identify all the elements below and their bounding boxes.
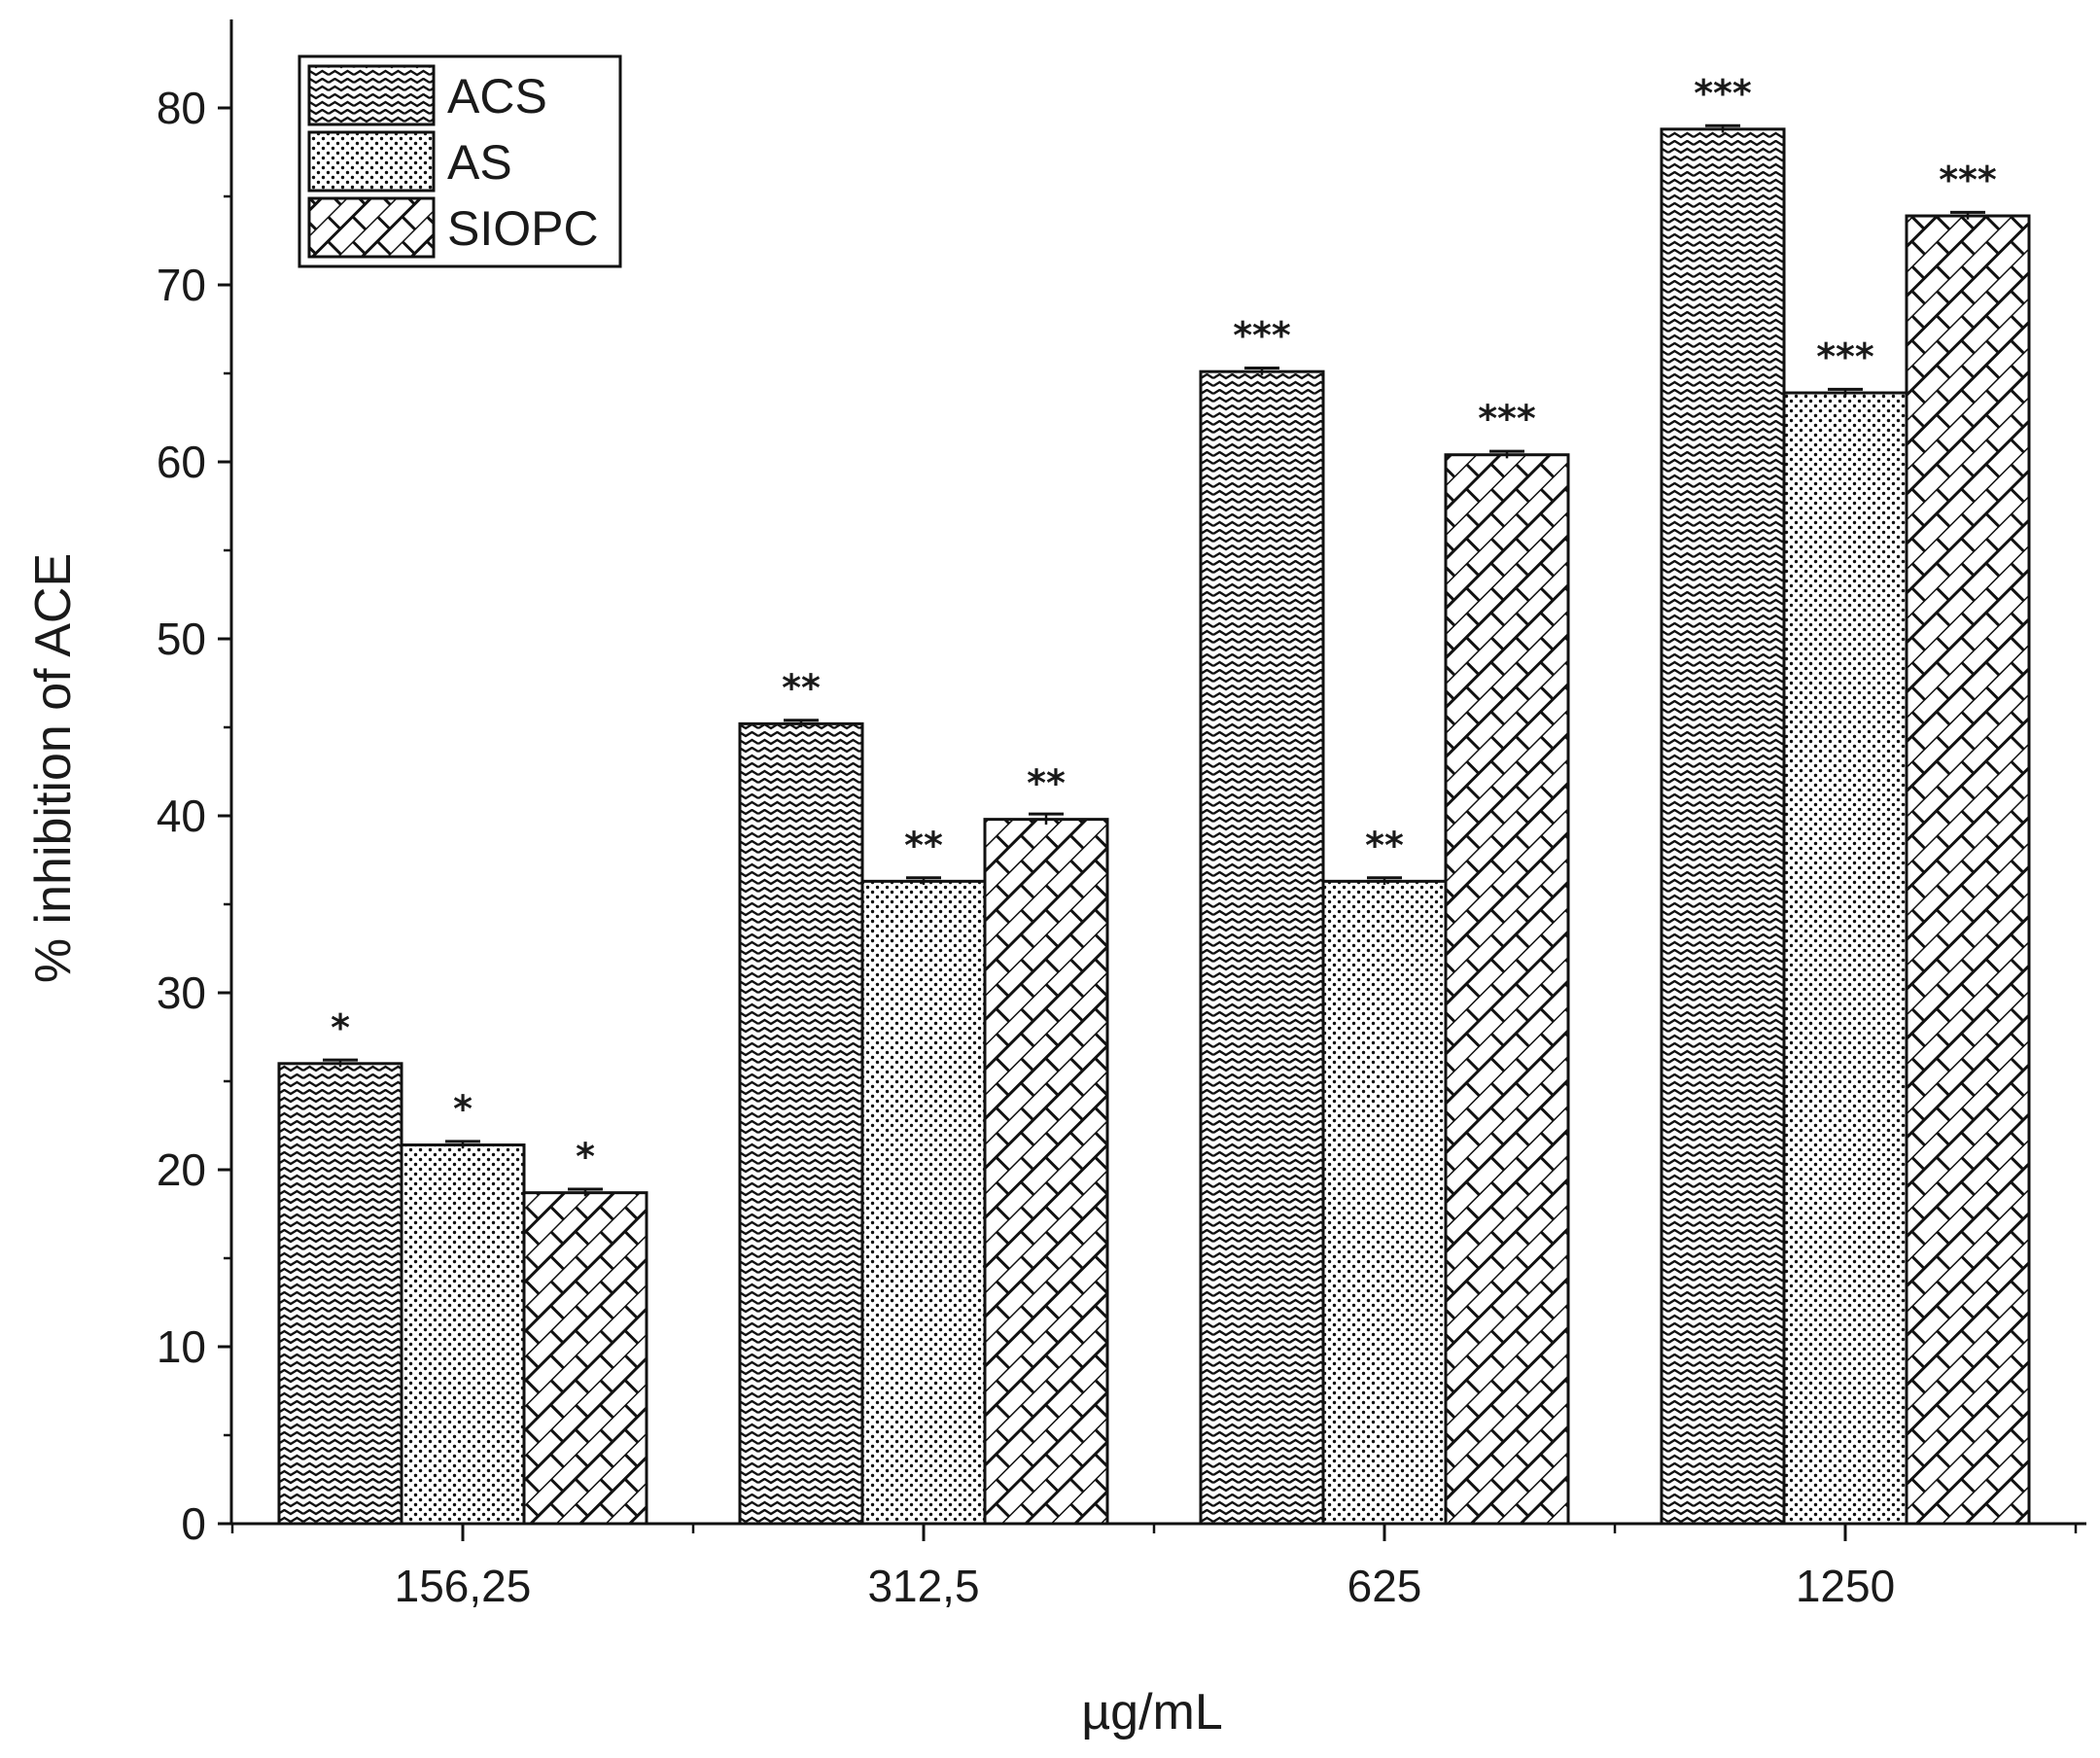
bar-siopc-0 [522, 1191, 648, 1526]
significance-label: *** [1816, 335, 1874, 378]
y-tick-label: 80 [157, 83, 206, 133]
bar-siopc-3 [1905, 214, 2031, 1526]
significance-annotations: ************************** [331, 72, 1997, 1178]
bar-as-3 [1782, 391, 1908, 1526]
bar-acs-2 [1199, 369, 1325, 1526]
x-tick-label: 1250 [1796, 1561, 1895, 1611]
bar-as-0 [400, 1143, 526, 1526]
bar-acs-0 [277, 1062, 403, 1526]
bar-acs-1 [738, 721, 864, 1526]
legend-swatch-acs [307, 64, 436, 126]
y-tick-label: 20 [157, 1144, 206, 1195]
y-tick-label: 40 [157, 791, 206, 841]
legend-swatch-siopc [307, 196, 436, 259]
y-axis-title: % inhibition of ACE [25, 553, 82, 983]
significance-label: ** [1027, 762, 1066, 805]
significance-label: *** [1939, 158, 1997, 201]
significance-label: *** [1478, 398, 1536, 440]
significance-label: * [576, 1136, 595, 1178]
y-tick-label: 70 [157, 260, 206, 310]
bar-acs-3 [1660, 127, 1786, 1526]
significance-label: ** [782, 666, 821, 709]
bars [277, 123, 2031, 1526]
bar-as-1 [860, 879, 987, 1526]
significance-label: * [331, 1006, 350, 1049]
bar-siopc-2 [1444, 453, 1570, 1526]
legend-label-as: AS [447, 135, 512, 190]
y-tick-label: 30 [157, 967, 206, 1018]
y-tick-label: 60 [157, 437, 206, 487]
significance-label: * [453, 1088, 472, 1131]
legend-label-acs: ACS [447, 69, 547, 123]
y-tick-label: 10 [157, 1321, 206, 1372]
bar-siopc-1 [983, 818, 1109, 1526]
x-tick-label: 156,25 [395, 1561, 532, 1611]
y-tick-label: 0 [181, 1498, 206, 1549]
y-tick-label: 50 [157, 614, 206, 664]
significance-label: ** [904, 824, 943, 866]
x-axis-title: µg/mL [1081, 1684, 1223, 1740]
significance-label: *** [1694, 72, 1752, 115]
x-tick-label: 625 [1348, 1561, 1422, 1611]
significance-label: ** [1365, 824, 1404, 866]
legend-label-siopc: SIOPC [447, 201, 599, 256]
x-tick-label: 312,5 [867, 1561, 979, 1611]
legend-swatch-as [307, 130, 436, 193]
significance-label: *** [1233, 314, 1291, 357]
bar-as-2 [1321, 879, 1448, 1526]
legend: ACS AS SIOPC [298, 54, 622, 268]
